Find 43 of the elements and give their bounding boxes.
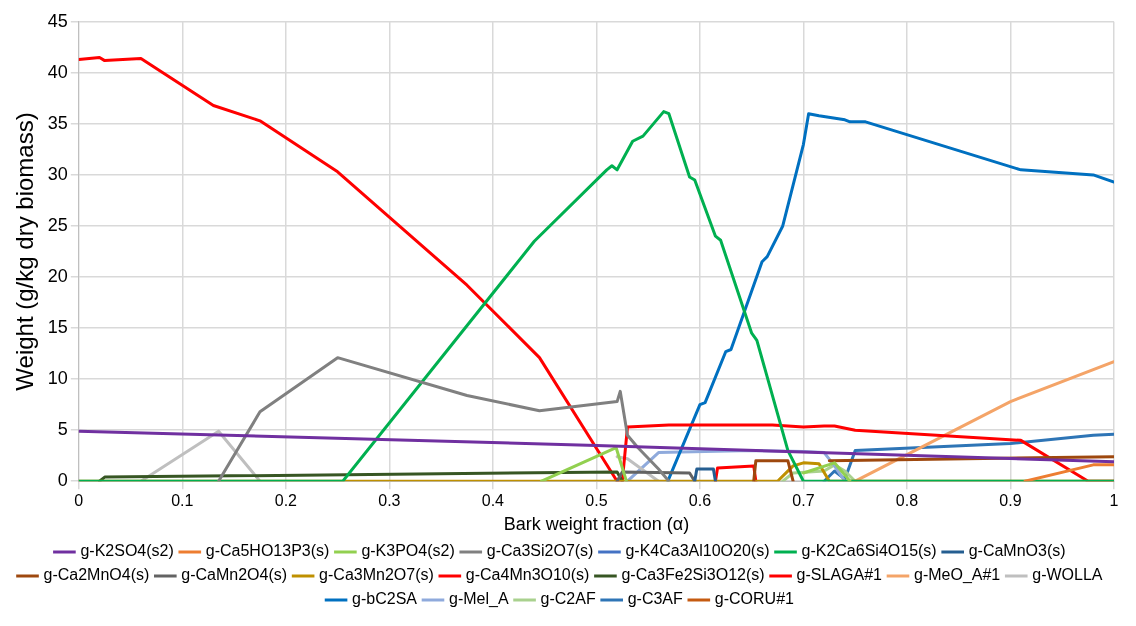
x-tick-label: 0.9: [999, 492, 1022, 510]
legend-label: g-CORU#1: [714, 590, 795, 608]
x-tick-label: 0.2: [274, 492, 298, 510]
legend-label: g-WOLLA: [1032, 566, 1103, 584]
y-tick-label: 45: [47, 10, 68, 31]
legend-label: g-Ca3Mn2O7(s): [319, 566, 434, 584]
legend-label: g-K2Ca6Si4O15(s): [801, 542, 937, 560]
x-tick-label: 0.8: [895, 492, 919, 510]
legend-label: g-CaMnO3(s): [968, 542, 1066, 560]
legend-label: g-SLAGA#1: [796, 566, 883, 584]
legend-label: g-Ca3Fe2Si3O12(s): [621, 566, 765, 584]
legend-label: g-CaMn2O4(s): [181, 566, 288, 584]
legend-label: g-Mel_A: [448, 590, 509, 609]
y-tick-label: 40: [47, 61, 68, 82]
y-tick-label: 35: [47, 112, 68, 133]
y-tick-label: 0: [57, 470, 68, 491]
legend-label: g-Ca4Mn3O10(s): [465, 566, 590, 584]
x-tick-label: 0.3: [378, 492, 401, 510]
y-tick-label: 30: [47, 163, 68, 184]
x-tick-label: 0.4: [481, 492, 505, 510]
legend-label: g-Ca5HO13P3(s): [205, 542, 330, 560]
y-axis-title: Weight (g/kg dry biomass): [11, 112, 39, 391]
legend-label: g-C2AF: [540, 590, 596, 608]
y-tick-label: 15: [47, 317, 68, 338]
y-tick-label: 5: [57, 419, 68, 440]
x-tick-label: 0.7: [792, 492, 815, 510]
x-tick-label: 0: [74, 492, 84, 510]
legend-label: g-C3AF: [627, 590, 684, 608]
legend-label: g-K2SO4(s2): [80, 542, 174, 560]
legend-label: g-MeO_A#1: [913, 566, 1001, 585]
y-tick-label: 20: [47, 265, 68, 286]
x-tick-label: 0.1: [171, 492, 194, 510]
y-tick-label: 25: [47, 214, 68, 235]
y-tick-label: 10: [47, 368, 68, 389]
legend-label: g-Ca2MnO4(s): [43, 566, 150, 584]
x-tick-label: 1: [1109, 492, 1119, 510]
legend-label: g-K3PO4(s2): [361, 542, 455, 560]
legend-label: g-bC2SA: [352, 590, 418, 608]
legend-label: g-K4Ca3Al10O20(s): [625, 542, 770, 560]
legend-label: g-Ca3Si2O7(s): [486, 542, 594, 560]
x-tick-label: 0.5: [585, 492, 608, 510]
x-tick-label: 0.6: [688, 492, 712, 510]
x-axis-title: Bark weight fraction (α): [503, 514, 690, 535]
